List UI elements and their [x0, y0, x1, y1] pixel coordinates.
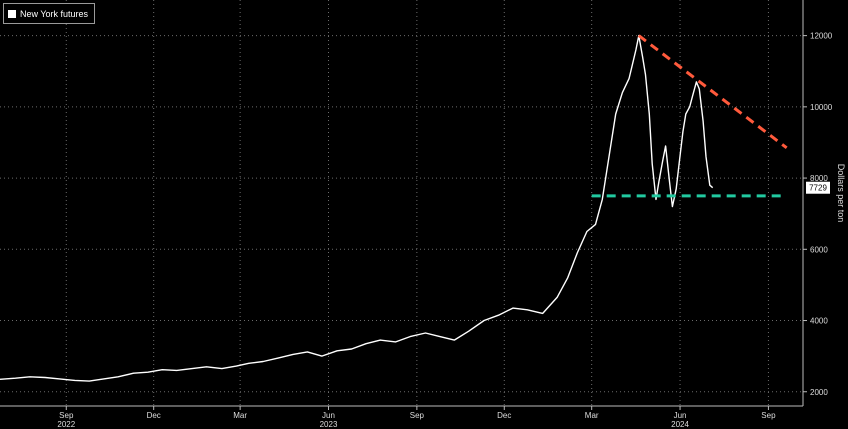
- y-tick-label: 4000: [810, 317, 828, 326]
- legend-label: New York futures: [20, 8, 89, 19]
- x-tick-label: Jun: [674, 411, 687, 420]
- chart-annotations: [591, 34, 788, 198]
- x-tick-label: Jun: [322, 411, 335, 420]
- y-tick-label: 10000: [810, 103, 833, 112]
- x-tick-label: Dec: [147, 411, 161, 420]
- y-tick-label: 12000: [810, 32, 833, 41]
- x-tick-label: Sep: [410, 411, 425, 420]
- x-year-label: 2024: [671, 420, 689, 429]
- last-value-label: 7729: [809, 184, 827, 193]
- chart-grid: [0, 0, 803, 406]
- y-tick-label: 8000: [810, 174, 828, 183]
- y-axis-title: Dollars per ton: [836, 164, 846, 223]
- x-tick-label: Sep: [761, 411, 776, 420]
- x-year-label: 2022: [57, 420, 75, 429]
- x-year-label: 2023: [320, 420, 338, 429]
- chart-axes: [0, 0, 807, 410]
- chart-legend: New York futures: [3, 3, 96, 24]
- chart-series: [0, 34, 714, 382]
- x-tick-label: Mar: [233, 411, 247, 420]
- series-line: [0, 34, 714, 382]
- x-tick-label: Mar: [585, 411, 599, 420]
- y-tick-label: 6000: [810, 245, 828, 254]
- resistance-trendline: [637, 34, 788, 149]
- last-value-badge: [806, 181, 830, 194]
- x-tick-label: Sep: [59, 411, 74, 420]
- y-tick-label: 2000: [810, 388, 828, 397]
- legend-swatch: [8, 9, 16, 18]
- x-tick-label: Dec: [497, 411, 511, 420]
